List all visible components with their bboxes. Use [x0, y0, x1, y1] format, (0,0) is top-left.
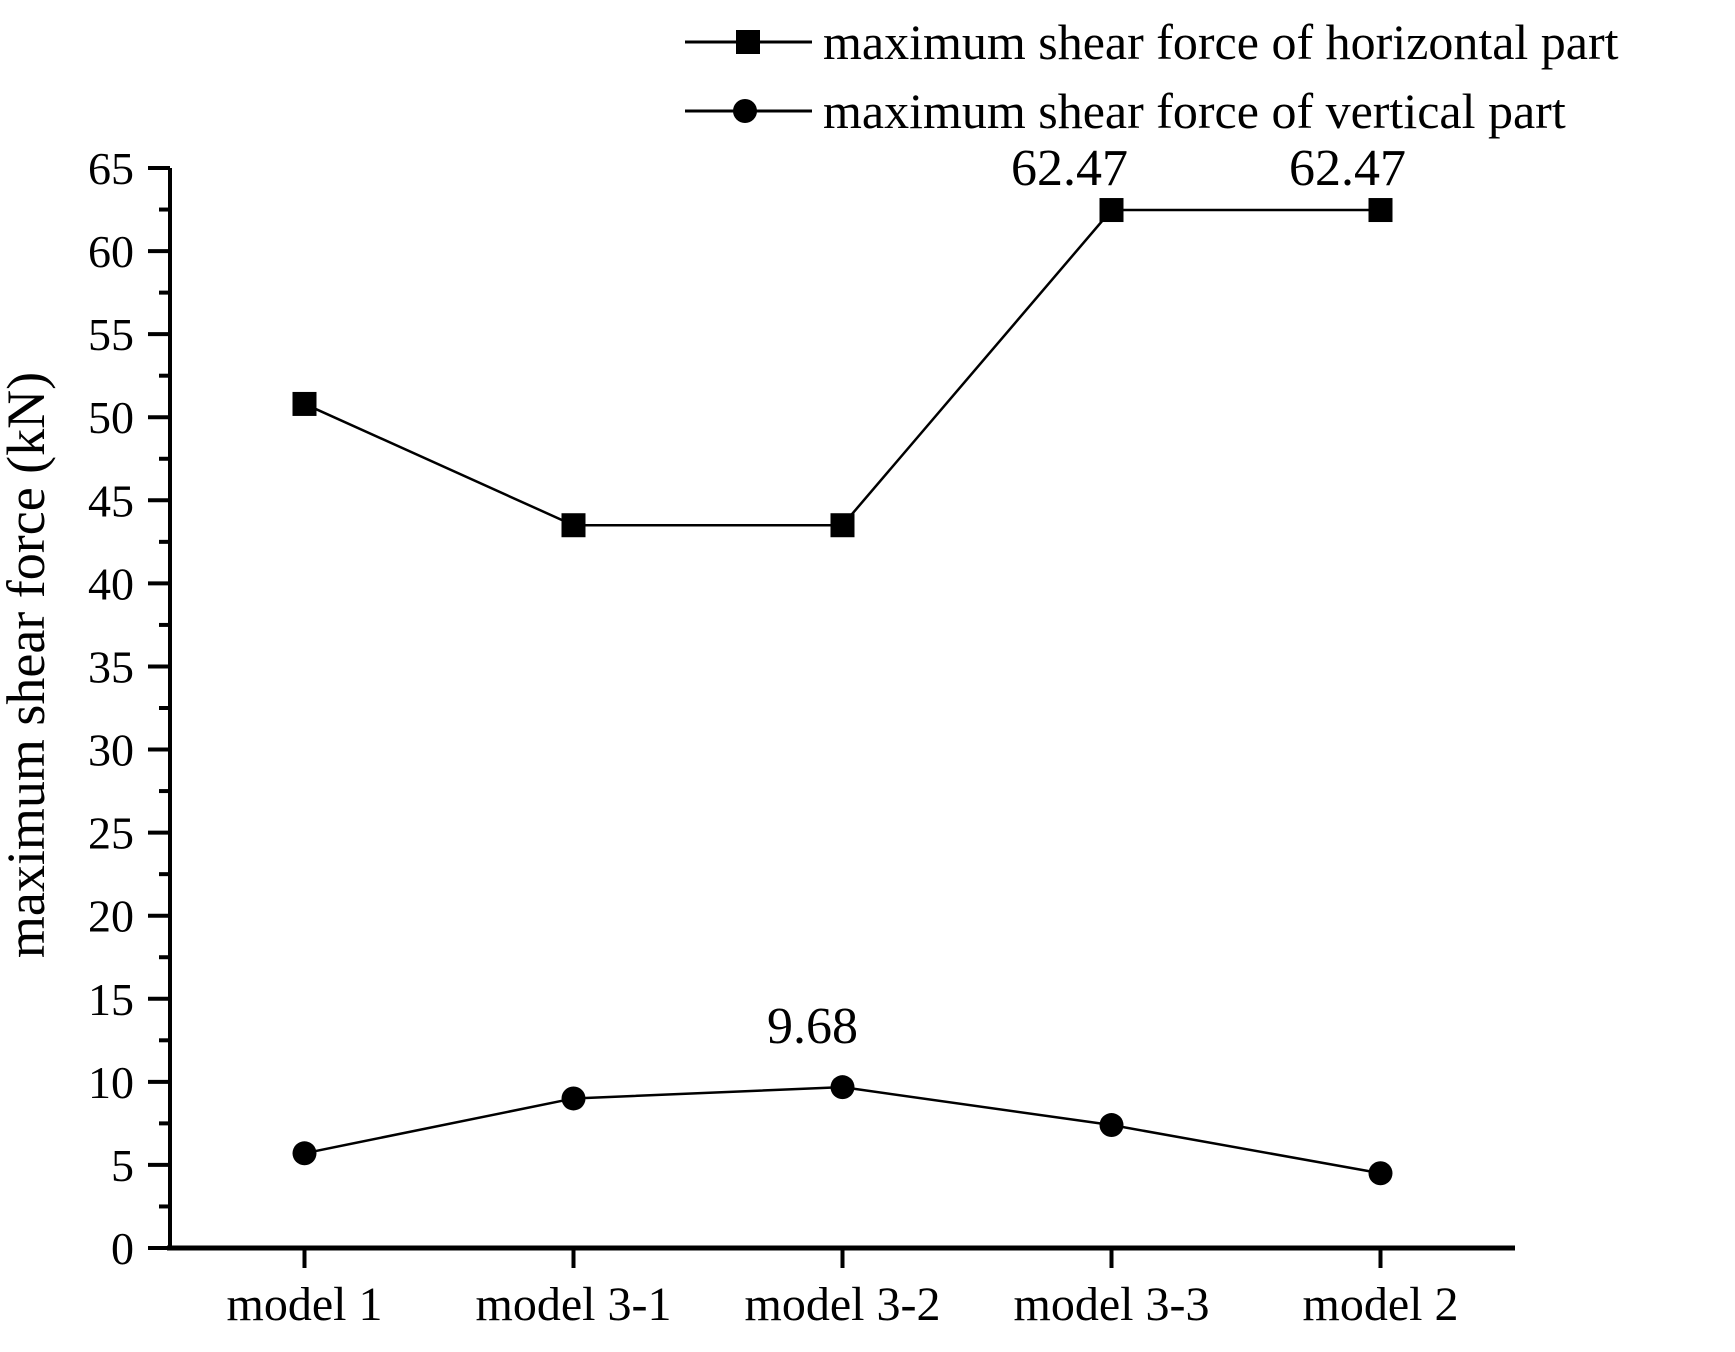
y-tick-label: 30: [88, 725, 134, 776]
data-point-square-marker: [292, 391, 317, 416]
data-point-label: 9.68: [767, 998, 858, 1055]
y-tick-label: 25: [88, 808, 134, 859]
data-point-label: 62.47: [1011, 140, 1128, 197]
data-point-circle-marker: [830, 1075, 855, 1100]
data-point-circle-marker: [1368, 1161, 1393, 1186]
data-point-square-marker: [830, 513, 855, 538]
y-axis-title: maximum shear force (kN): [0, 372, 56, 958]
x-tick-label: model 1: [227, 1278, 383, 1331]
series-line-vertical: [304, 1085, 1381, 1175]
data-point-label: 62.47: [1289, 140, 1406, 197]
y-tick-label: 65: [88, 143, 134, 194]
square-marker-icon: [685, 30, 812, 54]
legend-label-vertical: maximum shear force of vertical part: [823, 83, 1566, 139]
x-tick-label: model 3-1: [476, 1278, 672, 1331]
x-tick-label: model 2: [1303, 1278, 1459, 1331]
y-tick-label: 20: [88, 891, 134, 942]
series-line-horizontal: [303, 208, 1381, 527]
y-tick-label: 35: [88, 641, 134, 692]
y-tick-label: 50: [88, 392, 134, 443]
data-point-square-marker: [1368, 198, 1393, 223]
data-point-circle-marker: [1099, 1113, 1124, 1138]
y-tick-label: 55: [88, 309, 134, 360]
data-point-square-marker: [1099, 198, 1124, 223]
y-tick-label: 45: [88, 475, 134, 526]
legend: maximum shear force of horizontal part m…: [685, 11, 1619, 142]
legend-item-vertical-series: maximum shear force of vertical part: [685, 80, 1619, 142]
circle-marker-icon: [685, 99, 812, 123]
y-tick-label: 60: [88, 226, 134, 277]
y-tick-label: 0: [111, 1223, 134, 1274]
y-tick-label: 5: [111, 1140, 134, 1191]
y-tick-label: 40: [88, 558, 134, 609]
y-tick-label: 15: [88, 974, 134, 1025]
x-tick-label: model 3-3: [1014, 1278, 1210, 1331]
data-point-circle-marker: [292, 1141, 317, 1166]
data-point-square-marker: [561, 513, 586, 538]
x-tick-label: model 3-2: [745, 1278, 941, 1331]
legend-item-horizontal-series: maximum shear force of horizontal part: [685, 11, 1619, 73]
data-point-circle-marker: [561, 1086, 586, 1111]
legend-label-horizontal: maximum shear force of horizontal part: [823, 14, 1619, 70]
y-tick-label: 10: [88, 1057, 134, 1108]
